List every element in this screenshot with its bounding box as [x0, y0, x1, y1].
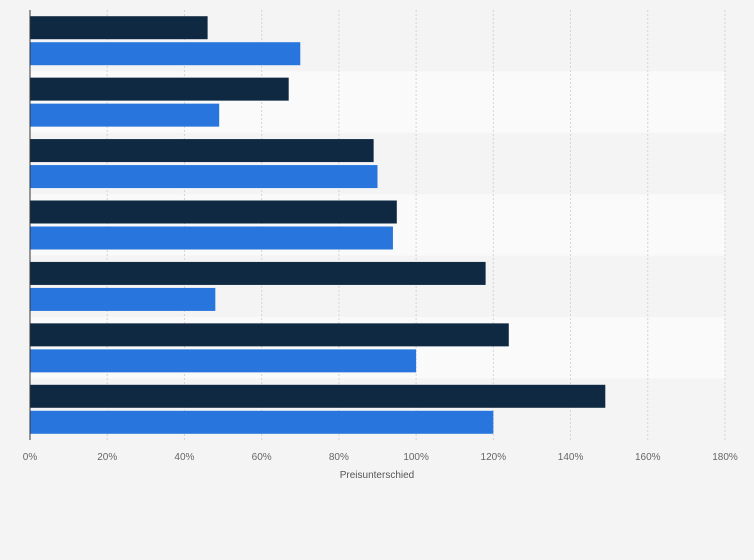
- x-tick-label: 40%: [174, 452, 194, 463]
- bar-series-2: [30, 410, 494, 434]
- x-tick-label: 20%: [97, 452, 117, 463]
- x-tick-label: 100%: [403, 452, 429, 463]
- bar-series-2: [30, 42, 301, 66]
- bar-series-1: [30, 16, 208, 40]
- bar-series-2: [30, 165, 378, 189]
- bar-series-1: [30, 384, 606, 408]
- x-tick-label: 180%: [712, 452, 738, 463]
- bars: [30, 16, 606, 434]
- bar-series-2: [30, 226, 393, 250]
- x-tick-labels: 0% 20% 40% 60% 80% 100% 120% 140% 160% 180%: [23, 452, 738, 463]
- x-tick-label: 120%: [481, 452, 507, 463]
- bar-series-2: [30, 349, 417, 373]
- x-tick-label: 80%: [329, 452, 349, 463]
- x-tick-label: 160%: [635, 452, 661, 463]
- x-tick-label: 140%: [558, 452, 584, 463]
- bar-series-2: [30, 103, 220, 127]
- row-bands: [30, 10, 725, 440]
- bar-series-1: [30, 139, 374, 163]
- x-tick-label: 60%: [252, 452, 272, 463]
- bar-series-2: [30, 287, 216, 311]
- x-axis-title: Preisunterschied: [340, 470, 414, 481]
- bar-series-1: [30, 77, 289, 101]
- bar-series-1: [30, 323, 509, 347]
- bar-series-1: [30, 261, 486, 285]
- x-tick-label: 0%: [23, 452, 38, 463]
- bar-series-1: [30, 200, 397, 224]
